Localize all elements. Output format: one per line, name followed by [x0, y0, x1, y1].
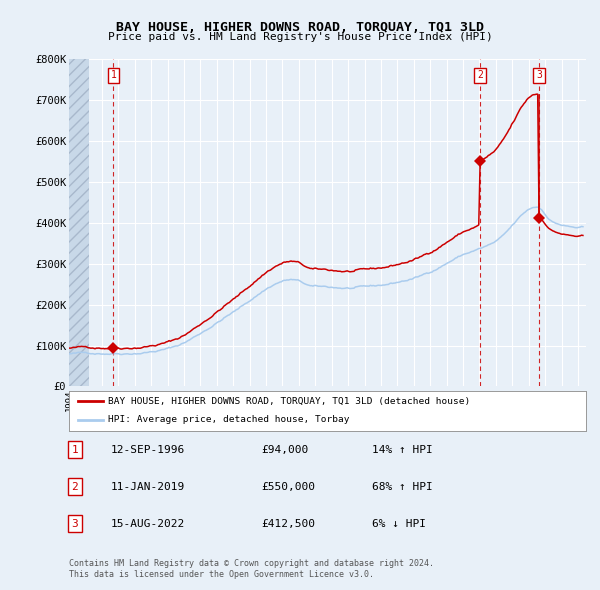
- Text: 2: 2: [477, 70, 483, 80]
- Text: 1: 1: [110, 70, 116, 80]
- Text: HPI: Average price, detached house, Torbay: HPI: Average price, detached house, Torb…: [108, 415, 349, 424]
- Text: 12-SEP-1996: 12-SEP-1996: [111, 445, 185, 454]
- Text: 6% ↓ HPI: 6% ↓ HPI: [372, 519, 426, 529]
- Text: 68% ↑ HPI: 68% ↑ HPI: [372, 482, 433, 491]
- Text: 2: 2: [71, 482, 79, 491]
- Text: BAY HOUSE, HIGHER DOWNS ROAD, TORQUAY, TQ1 3LD: BAY HOUSE, HIGHER DOWNS ROAD, TORQUAY, T…: [116, 21, 484, 34]
- Text: £550,000: £550,000: [261, 482, 315, 491]
- Bar: [69, 59, 89, 386]
- Text: 3: 3: [71, 519, 79, 529]
- Text: This data is licensed under the Open Government Licence v3.0.: This data is licensed under the Open Gov…: [69, 571, 374, 579]
- Text: 11-JAN-2019: 11-JAN-2019: [111, 482, 185, 491]
- Text: BAY HOUSE, HIGHER DOWNS ROAD, TORQUAY, TQ1 3LD (detached house): BAY HOUSE, HIGHER DOWNS ROAD, TORQUAY, T…: [108, 397, 470, 406]
- Text: Price paid vs. HM Land Registry's House Price Index (HPI): Price paid vs. HM Land Registry's House …: [107, 32, 493, 42]
- Text: 14% ↑ HPI: 14% ↑ HPI: [372, 445, 433, 454]
- Text: £94,000: £94,000: [261, 445, 308, 454]
- Text: 15-AUG-2022: 15-AUG-2022: [111, 519, 185, 529]
- Text: 1: 1: [71, 445, 79, 454]
- Text: 3: 3: [536, 70, 542, 80]
- Text: £412,500: £412,500: [261, 519, 315, 529]
- Text: Contains HM Land Registry data © Crown copyright and database right 2024.: Contains HM Land Registry data © Crown c…: [69, 559, 434, 568]
